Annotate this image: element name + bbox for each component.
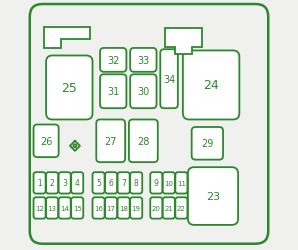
FancyBboxPatch shape (175, 198, 187, 219)
Text: 1: 1 (37, 179, 42, 188)
Text: 17: 17 (107, 205, 116, 211)
Text: 15: 15 (73, 205, 82, 211)
Text: 31: 31 (107, 87, 119, 97)
FancyBboxPatch shape (92, 198, 105, 219)
FancyBboxPatch shape (118, 198, 130, 219)
Text: 12: 12 (35, 205, 44, 211)
FancyBboxPatch shape (100, 49, 126, 72)
FancyBboxPatch shape (46, 56, 92, 120)
Text: 27: 27 (105, 136, 117, 146)
FancyBboxPatch shape (59, 198, 71, 219)
Text: 18: 18 (119, 205, 128, 211)
FancyBboxPatch shape (130, 198, 142, 219)
Text: 32: 32 (107, 56, 119, 66)
Text: 5: 5 (96, 179, 101, 188)
Polygon shape (165, 29, 202, 55)
FancyBboxPatch shape (150, 198, 162, 219)
FancyBboxPatch shape (71, 172, 83, 194)
FancyBboxPatch shape (130, 172, 142, 194)
Text: 24: 24 (203, 79, 219, 92)
Text: 2: 2 (50, 179, 55, 188)
FancyBboxPatch shape (46, 172, 58, 194)
Text: 16: 16 (94, 205, 103, 211)
FancyBboxPatch shape (30, 5, 268, 244)
Text: 10: 10 (164, 180, 173, 186)
Text: 11: 11 (177, 180, 186, 186)
FancyBboxPatch shape (129, 120, 158, 162)
Text: 8: 8 (134, 179, 139, 188)
FancyBboxPatch shape (192, 128, 223, 160)
FancyBboxPatch shape (188, 168, 238, 225)
FancyBboxPatch shape (105, 172, 117, 194)
Text: 9: 9 (154, 179, 159, 188)
FancyBboxPatch shape (46, 198, 58, 219)
Text: 19: 19 (132, 205, 141, 211)
Text: 26: 26 (40, 136, 52, 146)
FancyBboxPatch shape (92, 172, 105, 194)
Text: 28: 28 (137, 136, 150, 146)
Text: 14: 14 (60, 205, 69, 211)
Text: 22: 22 (177, 205, 186, 211)
FancyBboxPatch shape (150, 172, 162, 194)
Text: 13: 13 (48, 205, 57, 211)
Polygon shape (44, 28, 90, 49)
Text: 30: 30 (137, 87, 150, 97)
Text: 4: 4 (75, 179, 80, 188)
Text: 21: 21 (164, 205, 173, 211)
FancyBboxPatch shape (160, 50, 178, 109)
FancyBboxPatch shape (100, 75, 126, 109)
FancyBboxPatch shape (163, 198, 175, 219)
FancyBboxPatch shape (183, 51, 239, 120)
FancyBboxPatch shape (59, 172, 71, 194)
FancyBboxPatch shape (118, 172, 130, 194)
FancyBboxPatch shape (130, 75, 156, 109)
FancyBboxPatch shape (34, 125, 59, 158)
Text: 20: 20 (152, 205, 161, 211)
FancyBboxPatch shape (130, 49, 156, 72)
FancyBboxPatch shape (163, 172, 175, 194)
FancyBboxPatch shape (96, 120, 125, 162)
Text: 25: 25 (61, 82, 77, 94)
Text: 29: 29 (201, 139, 214, 149)
FancyBboxPatch shape (71, 198, 83, 219)
Text: 34: 34 (163, 74, 175, 84)
Text: 33: 33 (137, 56, 150, 66)
FancyBboxPatch shape (34, 198, 46, 219)
Text: 23: 23 (206, 191, 220, 201)
FancyBboxPatch shape (105, 198, 117, 219)
Text: 3: 3 (62, 179, 67, 188)
FancyBboxPatch shape (175, 172, 187, 194)
Text: 7: 7 (121, 179, 126, 188)
FancyBboxPatch shape (34, 172, 46, 194)
Text: 6: 6 (109, 179, 114, 188)
